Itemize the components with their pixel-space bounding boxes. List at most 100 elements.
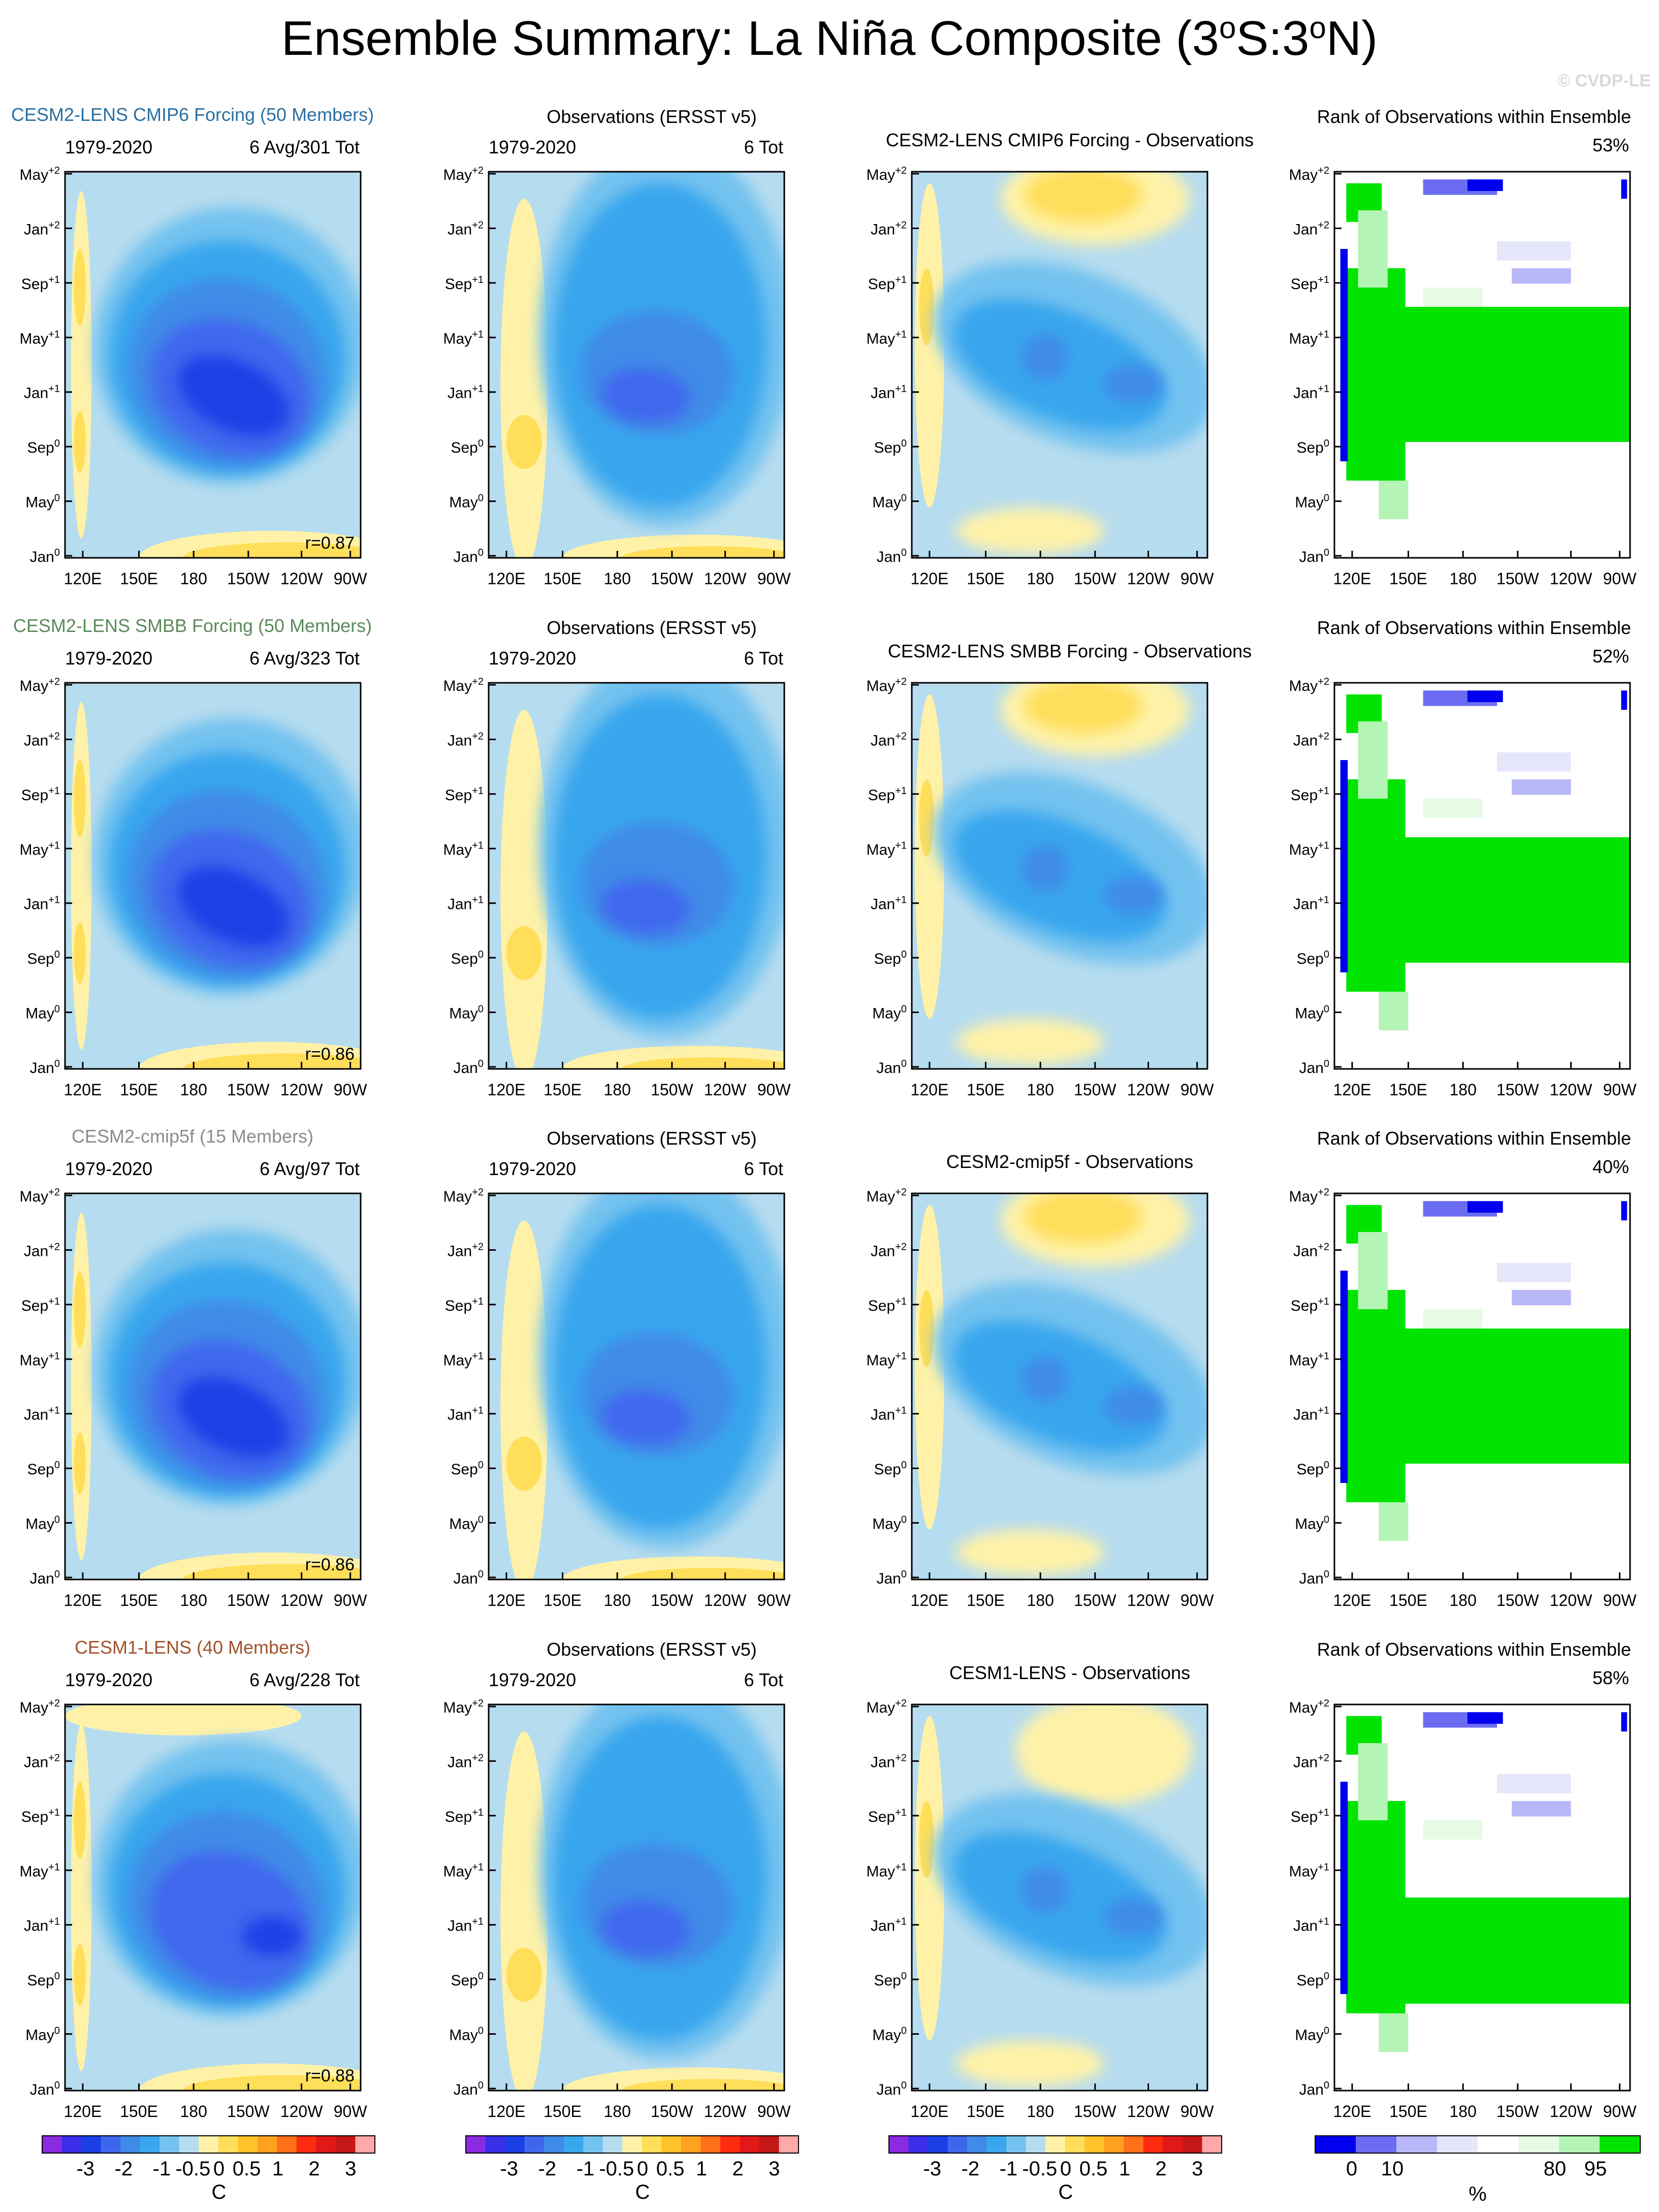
rank-title: Rank of Observations within Ensemble <box>1317 1639 1631 1660</box>
cold-patch <box>1104 1898 1163 1936</box>
y-tick-year: +2 <box>895 1187 907 1198</box>
warm-northeast-core <box>1024 683 1142 733</box>
y-tick-month: May <box>20 167 49 183</box>
colorbar-tick-label: -2 <box>538 2158 557 2180</box>
figure-title: Ensemble Summary: La Niña Composite (3oS… <box>281 11 1378 66</box>
cold-patch <box>1104 876 1163 914</box>
x-tick-label: 150W <box>1496 570 1539 588</box>
colorbar-tick-label: 1 <box>1119 2158 1130 2180</box>
y-tick-month: Sep <box>1296 439 1323 456</box>
y-tick-month: Sep <box>27 951 54 967</box>
colorbar-tick-label: 2 <box>308 2158 320 2180</box>
cold-tongue-core <box>178 866 290 947</box>
y-tick-label: Jan0 <box>1299 1569 1330 1587</box>
panel-frame <box>1333 682 1631 1070</box>
y-tick-label: Sep+1 <box>868 1807 907 1825</box>
rank-low-top-core <box>1467 1201 1503 1213</box>
rank-low-west <box>1340 760 1348 972</box>
model-title: CESM2-LENS SMBB Forcing (50 Members) <box>13 615 372 636</box>
y-tick-year: 0 <box>54 1971 60 1982</box>
y-tick-month: Sep <box>1291 1298 1318 1314</box>
y-tick-year: 0 <box>901 2080 907 2091</box>
warm-west-band <box>914 183 945 508</box>
x-tick-label: 150E <box>544 1081 582 1099</box>
x-tick-label: 180 <box>1449 1081 1476 1099</box>
rank-faint-blue <box>1512 779 1571 795</box>
y-tick-month: May <box>1289 1699 1318 1716</box>
rank-faint-cells <box>1423 288 1482 307</box>
y-tick-month: May <box>20 1863 49 1880</box>
x-tick-label: 180 <box>603 1591 630 1609</box>
x-tick-label: 180 <box>603 2102 630 2121</box>
y-tick-label: May+1 <box>443 329 484 347</box>
colorbar-swatch <box>277 2136 297 2153</box>
y-tick-label: Jan+1 <box>1293 384 1329 402</box>
y-tick-year: +2 <box>472 165 484 176</box>
colorbar-swatch <box>1065 2136 1085 2153</box>
y-tick-label: May+1 <box>443 1861 484 1880</box>
y-tick-year: +2 <box>472 1752 484 1763</box>
obs-stats: 6 Tot <box>744 1158 783 1179</box>
colorbar-swatch <box>1143 2136 1163 2153</box>
rank-low-east <box>1621 1201 1628 1221</box>
y-tick-year: +1 <box>1318 1916 1329 1927</box>
y-tick-label: Jan+1 <box>24 1405 60 1424</box>
y-tick-month: May <box>443 841 472 858</box>
x-tick-label: 150E <box>544 570 582 588</box>
y-tick-label: Jan+2 <box>871 219 907 238</box>
warm-west-core <box>506 415 542 469</box>
y-tick-month: May <box>872 2027 901 2044</box>
x-tick-label: 150W <box>1074 2102 1116 2121</box>
rank-panel: Jan0May0Sep0Jan+1May+1Sep+1Jan+2May+2120… <box>1289 617 1637 1099</box>
colorbar-swatch <box>61 2136 82 2153</box>
y-tick-month: Jan <box>448 732 472 749</box>
warm-west-band <box>500 199 548 558</box>
y-tick-year: 0 <box>1324 438 1329 449</box>
y-tick-month: May <box>449 1516 478 1533</box>
colorbar-swatch <box>159 2136 180 2153</box>
colorbar-tick-label: 0 <box>637 2158 648 2180</box>
y-tick-month: Sep <box>1296 1972 1323 1989</box>
contour-field <box>500 683 784 1069</box>
y-tick-year: 0 <box>478 1971 484 1982</box>
y-tick-label: May+1 <box>20 1350 60 1369</box>
panel-frame <box>64 171 362 559</box>
colorbar-tick-label: 1 <box>696 2158 707 2180</box>
contour-field <box>500 1704 784 2091</box>
y-tick-year: 0 <box>1324 1058 1329 1069</box>
y-tick-label: Sep0 <box>874 1971 907 1989</box>
y-tick-year: +2 <box>48 219 60 231</box>
colorbar-swatch <box>179 2136 199 2153</box>
warm-west-band <box>914 1716 945 2041</box>
x-tick-label: 150W <box>651 2102 693 2121</box>
y-tick-month: Jan <box>24 221 48 238</box>
colorbar-swatch <box>967 2136 987 2153</box>
y-tick-year: 0 <box>901 547 907 558</box>
y-tick-month: Sep <box>451 1972 477 1989</box>
colorbar-tick-label: -1 <box>153 2158 171 2180</box>
y-tick-label: Sep+1 <box>868 1296 907 1314</box>
y-tick-year: +1 <box>895 1861 907 1873</box>
cold-patch <box>1021 1355 1069 1402</box>
y-tick-label: Sep+1 <box>21 785 60 804</box>
colorbar-tick-label: 0 <box>1346 2158 1357 2180</box>
x-tick-label: 120W <box>1550 570 1592 588</box>
colorbar-swatch <box>101 2136 121 2153</box>
colorbar-frame <box>1315 2135 1641 2154</box>
rank-low-east <box>1621 179 1628 199</box>
contour-field <box>500 1193 784 1579</box>
y-tick-label: Sep0 <box>451 949 484 967</box>
y-tick-year: 0 <box>901 1460 907 1471</box>
y-tick-label: Jan0 <box>1299 2080 1330 2098</box>
model-panel: Jan0May0Sep0Jan+1May+1Sep+1Jan+2May+2120… <box>20 1126 368 1609</box>
y-tick-label: Jan+2 <box>871 1752 907 1771</box>
x-tick-label: 90W <box>1181 1081 1215 1099</box>
colorbar-tick-label: 0.5 <box>656 2158 685 2180</box>
y-tick-year: 0 <box>54 547 60 558</box>
x-tick-label: 90W <box>334 1591 368 1609</box>
colorbar-tick-label: 2 <box>732 2158 743 2180</box>
y-tick-year: +2 <box>472 676 484 687</box>
model-panel: Jan0May0Sep0Jan+1May+1Sep+1Jan+2May+2120… <box>11 104 374 588</box>
y-tick-year: +1 <box>895 1405 907 1416</box>
y-tick-month: May <box>867 1352 896 1369</box>
